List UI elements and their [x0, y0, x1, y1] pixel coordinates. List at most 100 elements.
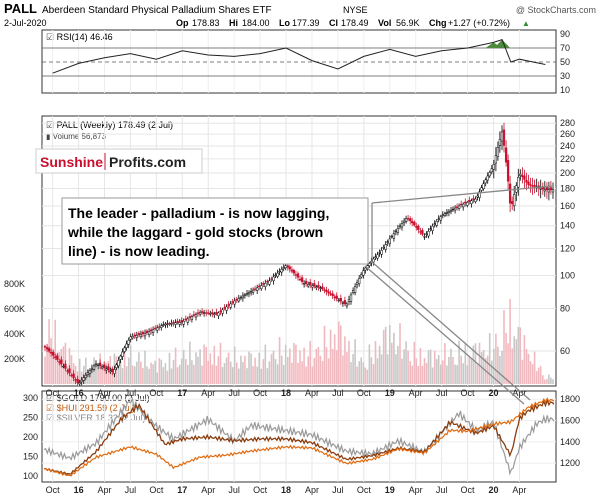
price-candle-body: [419, 231, 422, 233]
price-x-tick-label: Jul: [436, 388, 448, 398]
price-candle-body: [325, 289, 328, 292]
price-candle-body: [62, 365, 65, 368]
volume-bar: [123, 348, 126, 384]
volume-bar: [164, 363, 167, 384]
volume-bar: [268, 361, 271, 384]
price-candle-body: [288, 266, 291, 270]
price-candle-body: [498, 139, 502, 146]
volume-bar: [117, 363, 120, 384]
price-candle-body: [484, 179, 487, 184]
volume-bar: [78, 358, 81, 384]
price-candle-body: [64, 363, 67, 369]
price-candle-body: [372, 258, 375, 263]
volume-bar: [535, 371, 538, 384]
price-y-tick-label: 220: [560, 154, 575, 164]
volume-bar: [201, 365, 203, 384]
volume-bar: [74, 365, 77, 384]
volume-bar: [405, 341, 407, 384]
price-candle-body: [439, 216, 442, 221]
price-candle-body: [441, 214, 444, 216]
price-candle-body: [119, 355, 122, 360]
header-exchange: NYSE: [343, 5, 368, 15]
price-candle-body: [309, 281, 312, 286]
price-candle-body: [486, 175, 489, 181]
volume-bar: [142, 367, 144, 384]
comparison-panel: [41, 390, 557, 483]
price-candle-body: [406, 218, 410, 220]
volume-bar: [329, 329, 332, 384]
price-candle-body: [200, 311, 204, 313]
volume-bar: [450, 348, 452, 384]
price-candle-body: [45, 347, 49, 350]
price-candle-body: [260, 285, 263, 289]
volume-bar: [231, 367, 234, 384]
volume-bar: [468, 355, 471, 384]
rsi-overbought-fill: [494, 39, 511, 48]
volume-bar: [193, 364, 195, 384]
price-candle-body: [341, 302, 345, 304]
lo-value: 177.39: [292, 18, 320, 28]
price-candle-body: [311, 285, 314, 288]
price-x-tick-label: Oct: [253, 388, 268, 398]
price-candle-body: [464, 201, 467, 204]
volume-bar: [537, 367, 540, 384]
volume-bar: [52, 351, 54, 384]
price-candle-body: [453, 207, 457, 211]
price-candle-body: [431, 225, 434, 231]
volume-bar: [427, 350, 430, 384]
volume-bar: [197, 356, 199, 384]
price-candle-body: [241, 295, 245, 299]
price-x-tick-label: Jul: [125, 388, 137, 398]
price-candle-body: [296, 273, 300, 278]
price-candle-body: [164, 323, 167, 326]
price-candle-body: [333, 296, 336, 298]
rsi-panel: [41, 29, 557, 94]
price-x-tick-label: Oct: [461, 388, 476, 398]
price-candle-body: [105, 368, 108, 371]
price-y-tick-label: 160: [560, 201, 575, 211]
volume-bar: [252, 366, 254, 384]
volume-bar: [325, 347, 328, 384]
price-candle-body: [96, 364, 100, 367]
price-candle-body: [508, 183, 512, 204]
rsi-y-tick-label: 30: [560, 71, 570, 81]
price-candle-body: [100, 366, 104, 369]
volume-bar: [391, 342, 393, 384]
price-y-tick-label: 80: [560, 303, 570, 313]
hui-line: [43, 398, 555, 475]
cmp-y-tick-right: 1400: [560, 437, 580, 447]
volume-bar: [244, 355, 246, 384]
price-candle-body: [129, 336, 132, 340]
price-candle-body: [43, 345, 47, 348]
volume-bar: [474, 343, 477, 384]
volume-bar: [297, 362, 299, 384]
price-candle-body: [409, 218, 412, 222]
volume-bar: [219, 342, 222, 384]
price-candle-body: [58, 361, 61, 363]
price-candle-body: [433, 223, 436, 225]
volume-bar: [185, 358, 187, 384]
volume-bar: [340, 325, 342, 384]
price-candle-body: [327, 291, 330, 294]
price-candle-body: [145, 330, 149, 333]
price-candle-body: [80, 379, 83, 383]
price-candle-body: [249, 291, 253, 293]
price-candle-body: [402, 220, 406, 223]
price-candle-body: [427, 230, 430, 237]
volume-bar: [352, 354, 354, 384]
volume-bar: [131, 365, 134, 384]
volume-bar: [372, 364, 375, 384]
volume-bar: [370, 357, 373, 384]
volume-bar: [129, 345, 132, 384]
volume-bar: [393, 332, 395, 384]
volume-bar: [456, 365, 458, 384]
price-candle-body: [392, 233, 396, 239]
price-x-tick-label: Jul: [332, 388, 344, 398]
price-candle-body: [66, 370, 69, 372]
volume-bar: [236, 362, 238, 384]
volume-bar: [333, 334, 336, 384]
price-candle-body: [523, 175, 526, 180]
volume-bar: [115, 356, 118, 384]
volume-bar: [409, 361, 411, 384]
price-candle-body: [198, 312, 202, 315]
